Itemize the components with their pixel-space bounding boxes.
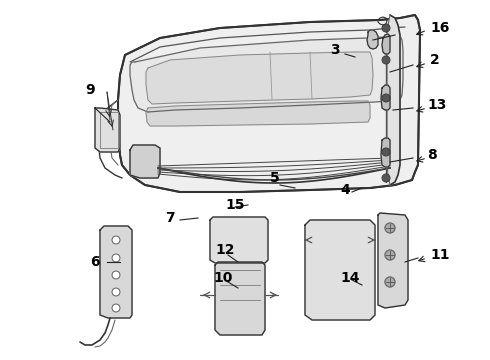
Polygon shape bbox=[130, 36, 403, 112]
Text: 5: 5 bbox=[270, 171, 280, 185]
Circle shape bbox=[383, 95, 389, 101]
Polygon shape bbox=[305, 220, 375, 320]
Text: 13: 13 bbox=[427, 98, 446, 112]
Polygon shape bbox=[381, 138, 390, 167]
Circle shape bbox=[385, 250, 395, 260]
Text: 16: 16 bbox=[430, 21, 449, 35]
Text: 7: 7 bbox=[165, 211, 174, 225]
Circle shape bbox=[112, 288, 120, 296]
Text: 15: 15 bbox=[225, 198, 245, 212]
Text: 8: 8 bbox=[427, 148, 437, 162]
Polygon shape bbox=[146, 101, 370, 126]
Circle shape bbox=[112, 304, 120, 312]
Polygon shape bbox=[118, 15, 420, 192]
Polygon shape bbox=[367, 30, 378, 49]
Text: 9: 9 bbox=[85, 83, 95, 97]
Text: 11: 11 bbox=[430, 248, 449, 262]
Circle shape bbox=[385, 223, 395, 233]
Polygon shape bbox=[100, 226, 132, 318]
Text: 2: 2 bbox=[430, 53, 440, 67]
Circle shape bbox=[112, 254, 120, 262]
Circle shape bbox=[112, 236, 120, 244]
Circle shape bbox=[112, 271, 120, 279]
Circle shape bbox=[383, 175, 389, 181]
Polygon shape bbox=[378, 213, 408, 308]
Text: 3: 3 bbox=[330, 43, 340, 57]
Text: 10: 10 bbox=[213, 271, 232, 285]
Polygon shape bbox=[215, 262, 265, 335]
Polygon shape bbox=[95, 108, 120, 152]
Polygon shape bbox=[382, 34, 390, 54]
Polygon shape bbox=[387, 15, 400, 185]
Circle shape bbox=[383, 25, 389, 31]
Text: 6: 6 bbox=[90, 255, 99, 269]
Text: 12: 12 bbox=[215, 243, 235, 257]
Text: 14: 14 bbox=[340, 271, 360, 285]
Circle shape bbox=[383, 149, 389, 155]
Text: 4: 4 bbox=[340, 183, 350, 197]
Polygon shape bbox=[381, 85, 390, 110]
Polygon shape bbox=[210, 217, 268, 263]
Circle shape bbox=[385, 277, 395, 287]
Polygon shape bbox=[130, 145, 160, 178]
Polygon shape bbox=[146, 52, 373, 104]
Circle shape bbox=[383, 57, 389, 63]
